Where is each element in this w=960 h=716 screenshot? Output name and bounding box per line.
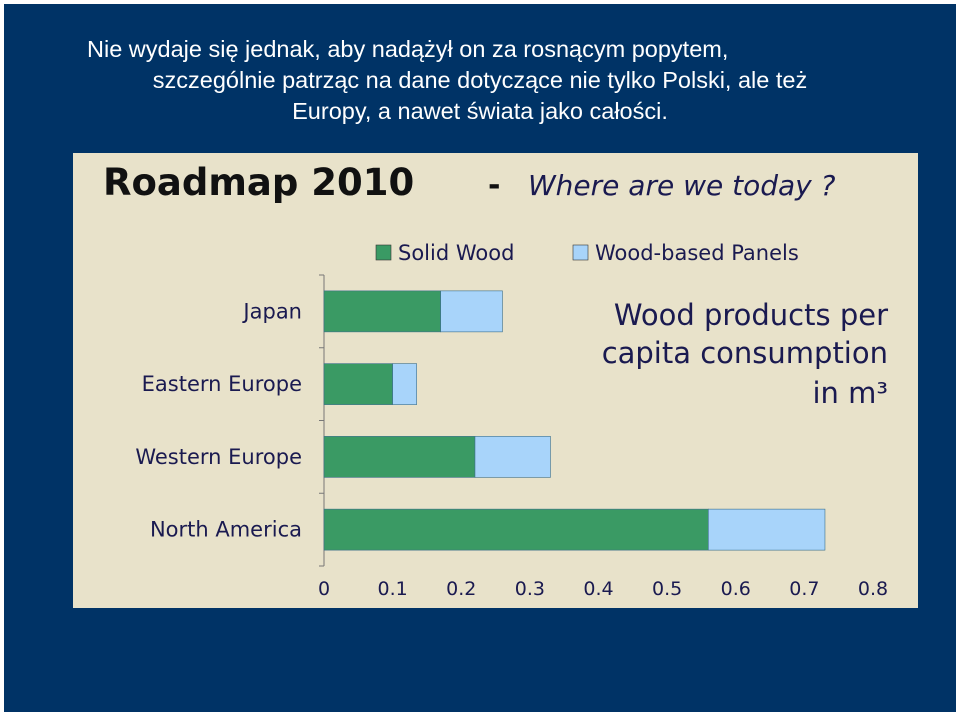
category-label: Western Europe: [135, 445, 302, 469]
bar-solid-wood: [323, 290, 441, 333]
x-tick-label: 0.3: [515, 578, 545, 600]
category-label: North America: [150, 518, 302, 542]
x-tick-label: 0.4: [583, 578, 613, 600]
annotation-line-1: Wood products per: [614, 298, 888, 332]
heading-line-1: Nie wydaje się jednak, aby nadążył on za…: [87, 36, 729, 62]
bar-wood-based-panels: [707, 508, 826, 551]
bar-solid-wood: [323, 508, 709, 551]
legend-label-1: Wood-based Panels: [595, 241, 799, 265]
bar-solid-wood: [323, 363, 393, 405]
chart-panel: Roadmap 2010 - Where are we today ? Solid W…: [73, 153, 918, 608]
x-tick-label: 0.8: [858, 578, 888, 600]
category-label: Eastern Europe: [142, 372, 302, 396]
x-tick-label: 0.1: [378, 578, 408, 600]
chart-title: Roadmap 2010: [103, 161, 414, 204]
bar-solid-wood: [323, 436, 476, 478]
chart-subtitle: Where are we today ?: [528, 169, 836, 202]
legend-swatch-0: [375, 244, 392, 261]
annotation-line-3: in m³: [812, 376, 888, 410]
slide-heading: Nie wydaje się jednak, aby nadążył on za…: [4, 34, 956, 127]
bar-wood-based-panels: [474, 436, 551, 478]
x-tick-label: 0.7: [789, 578, 819, 600]
bar-wood-based-panels: [440, 290, 503, 333]
x-tick-label: 0.2: [446, 578, 476, 600]
x-tick-label: 0.5: [652, 578, 682, 600]
heading-line-3: Europy, a nawet świata jako całości.: [292, 98, 668, 124]
x-tick-label: 0.6: [721, 578, 751, 600]
annotation-line-2: capita consumption: [602, 336, 888, 370]
heading-line-2: szczególnie patrząc na dane dotyczące ni…: [152, 67, 808, 93]
stacked-bar-chart: Roadmap 2010 - Where are we today ? Solid W…: [103, 161, 888, 600]
x-tick-label: 0: [318, 578, 330, 600]
legend-label-0: Solid Wood: [398, 241, 514, 265]
legend-swatch-1: [572, 244, 589, 261]
category-label: Japan: [241, 299, 302, 323]
chart-title-separator: -: [488, 168, 500, 203]
bar-wood-based-panels: [392, 363, 417, 405]
slide-background: Nie wydaje się jednak, aby nadążył on za…: [4, 4, 956, 712]
